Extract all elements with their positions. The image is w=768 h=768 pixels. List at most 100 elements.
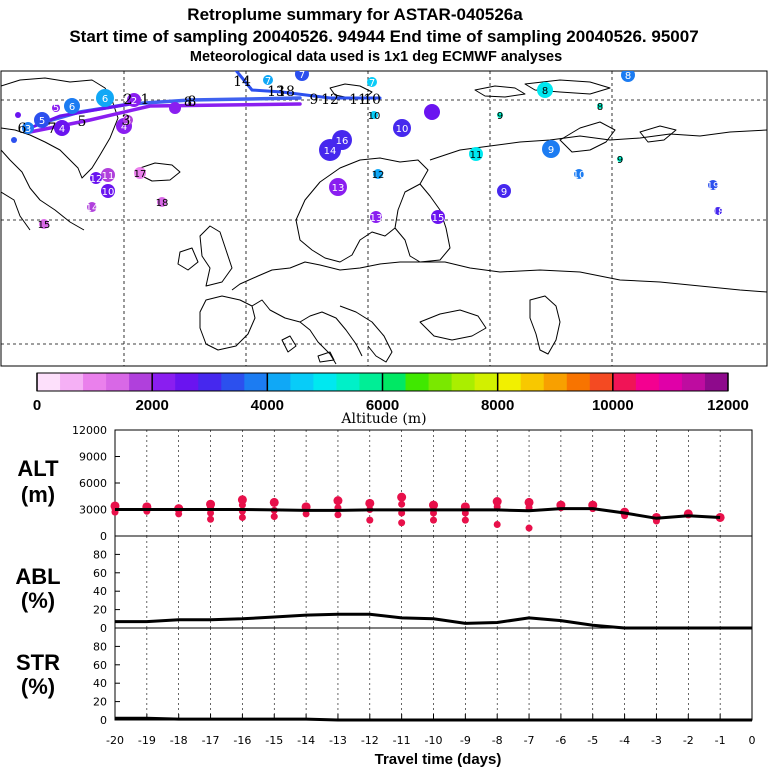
x-tick-label: -20	[106, 734, 124, 747]
alt-cluster-point	[524, 497, 534, 507]
y-tick-label: 0	[100, 622, 107, 635]
colorbar-cells	[37, 373, 729, 391]
svg-text:19: 19	[707, 181, 720, 192]
colorbar-cell	[83, 373, 107, 391]
svg-text:18: 18	[712, 207, 725, 218]
alt-cluster-point	[525, 524, 533, 532]
colorbar-cell	[221, 373, 245, 391]
svg-text:3: 3	[25, 124, 31, 135]
colorbar-cell	[198, 373, 222, 391]
x-tick-label: -7	[524, 734, 535, 747]
svg-text:11: 11	[102, 171, 115, 182]
plume-cluster-marker	[15, 112, 21, 118]
colorbar-cell	[497, 373, 522, 391]
svg-text:7: 7	[299, 70, 305, 81]
plume-cluster-marker: 6	[96, 89, 114, 107]
colorbar-tick-label: 2000	[135, 397, 168, 414]
svg-text:4: 4	[59, 124, 65, 135]
alt-cluster-point	[269, 497, 279, 507]
alt-panel-unit: (m)	[21, 482, 55, 507]
plume-cluster-marker: 4	[54, 120, 70, 136]
x-tick-label: -16	[233, 734, 251, 747]
alt-cluster-point	[237, 495, 247, 505]
colorbar-cell	[382, 373, 407, 391]
y-tick-label: 9000	[79, 451, 107, 464]
plume-cluster-marker: 8	[597, 102, 603, 113]
colorbar-ticks: 0 2000 4000 6000 8000 10000 12000	[33, 373, 749, 414]
svg-text:15: 15	[432, 213, 445, 224]
svg-text:11: 11	[470, 150, 483, 161]
x-tick-label: -3	[651, 734, 662, 747]
plume-cluster-marker: 11	[469, 147, 483, 161]
plume-cluster-marker: 9	[617, 155, 623, 166]
alt-mean-line	[115, 507, 721, 520]
svg-text:8: 8	[625, 71, 631, 82]
alt-cluster-point	[334, 511, 342, 519]
y-tick-label: 3000	[79, 504, 107, 517]
alt-cluster-point	[397, 492, 407, 502]
svg-text:14: 14	[324, 146, 337, 157]
plume-cluster-marker: 8	[537, 82, 553, 98]
colorbar-cell	[428, 373, 453, 391]
plume-label: 13	[267, 84, 285, 100]
svg-text:7: 7	[369, 78, 375, 89]
title-line-3: Meteorological data used is 1x1 deg ECMW…	[190, 49, 562, 65]
plume-label: 3	[122, 113, 131, 129]
alt-panel: ALT (m) 0 3000 6000 9000 12000	[17, 424, 753, 543]
colorbar-cell	[152, 373, 176, 391]
title-line-2: Start time of sampling 20040526. 94944 E…	[69, 27, 698, 46]
plume-track-labels: 14 13 12 10 9 18 11 1 8 2 3 5 6 7	[18, 74, 381, 137]
plume-label: 14	[233, 74, 251, 90]
plume-cluster-marker: 10	[101, 184, 115, 198]
plume-label: 8	[188, 94, 197, 110]
plume-cluster-marker: 7	[295, 70, 309, 81]
alt-panel-label: ALT	[17, 456, 59, 481]
abl-panel-unit: (%)	[21, 588, 55, 613]
y-tick-label: 80	[93, 640, 107, 653]
x-tick-label: -5	[587, 734, 598, 747]
alt-cluster-point	[238, 501, 246, 509]
colorbar-cell	[543, 373, 568, 391]
alt-cluster-point	[493, 521, 501, 529]
plume-cluster-marker: 5	[52, 103, 60, 114]
x-tick-label: -6	[555, 734, 566, 747]
plume-label: 10	[363, 92, 381, 108]
y-tick-label: 20	[93, 604, 107, 617]
plume-cluster-marker: 3	[123, 115, 133, 127]
x-tick-label: -9	[460, 734, 471, 747]
svg-text:9: 9	[497, 111, 503, 122]
colorbar-tick-label: 0	[33, 397, 41, 414]
abl-panel: ABL (%) 0 20 40 60 80	[15, 535, 753, 635]
plume-cluster-marker: 11	[101, 168, 115, 182]
plume-cluster-marker: 3	[22, 122, 34, 135]
svg-text:10: 10	[102, 187, 115, 198]
x-tick-label: -11	[393, 734, 411, 747]
svg-text:12: 12	[372, 170, 385, 181]
colorbar-tick-label: 12000	[707, 397, 749, 414]
plume-cluster-marker: 19	[707, 180, 720, 192]
svg-text:14: 14	[86, 203, 99, 214]
x-tick-label: -19	[138, 734, 156, 747]
alt-cluster-point	[398, 500, 406, 508]
alt-cluster-point	[238, 513, 246, 521]
alt-cluster-points	[110, 492, 725, 532]
alt-cluster-point	[430, 516, 437, 524]
colorbar-cell	[244, 373, 268, 391]
x-tick-label: -2	[683, 734, 694, 747]
colorbar-cell	[336, 373, 360, 391]
colorbar-cell	[474, 373, 499, 391]
colorbar-cell	[267, 373, 291, 391]
plume-cluster-marker: 9	[497, 111, 503, 122]
colorbar-tick-label: 10000	[592, 397, 634, 414]
plume-label: 6	[18, 121, 27, 137]
plume-cluster-marker: 10	[368, 111, 380, 122]
svg-text:15: 15	[38, 220, 51, 231]
plume-clusters: 7 7 7 8 8 8 6 6 5 5 4 4 3 3 2 8 10 10	[11, 70, 725, 231]
str-panel-label: STR	[16, 650, 60, 675]
x-tick-label: -15	[265, 734, 283, 747]
alt-cluster-point	[492, 497, 502, 507]
colorbar-tick-label: 6000	[366, 397, 399, 414]
y-tick-label: 60	[93, 567, 107, 580]
x-tick-label: -13	[329, 734, 347, 747]
svg-text:4: 4	[121, 122, 127, 133]
